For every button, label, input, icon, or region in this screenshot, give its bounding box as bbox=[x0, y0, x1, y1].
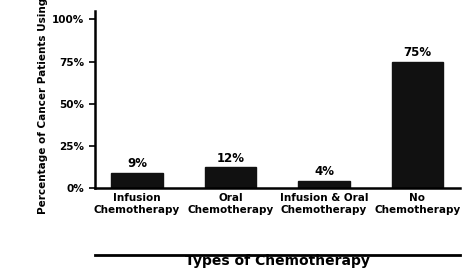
Bar bbox=[392, 62, 443, 188]
Bar bbox=[298, 181, 350, 188]
Y-axis label: Percentage of Cancer Patients Using It: Percentage of Cancer Patients Using It bbox=[38, 0, 48, 214]
Text: 4%: 4% bbox=[314, 165, 334, 178]
Bar bbox=[205, 168, 256, 188]
Text: 75%: 75% bbox=[403, 46, 431, 59]
Text: 12%: 12% bbox=[217, 152, 245, 165]
Bar bbox=[111, 172, 163, 188]
Text: 9%: 9% bbox=[127, 157, 147, 170]
X-axis label: Types of Chemotherapy: Types of Chemotherapy bbox=[185, 254, 370, 268]
